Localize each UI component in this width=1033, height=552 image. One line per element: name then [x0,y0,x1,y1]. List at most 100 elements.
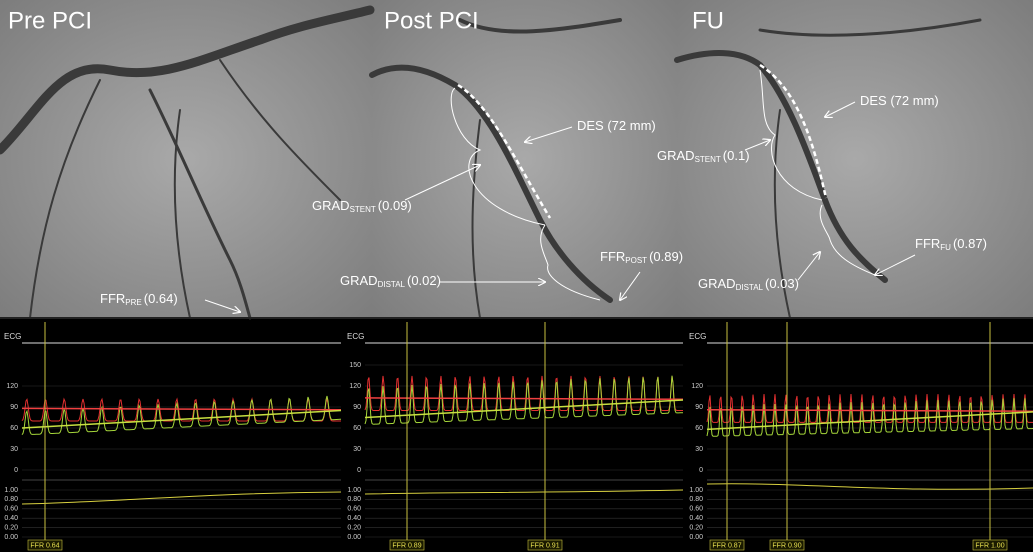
mean-distal [21,409,342,429]
stent-markers [457,63,828,219]
annotation: DES (72 mm) [577,118,656,133]
arrow [744,140,770,151]
annotation-label: GRAD [312,198,350,213]
annotation-subscript: DISTAL [736,283,764,292]
ffr-tick: 0.40 [4,515,18,522]
annotation-subscript: STENT [695,155,721,164]
arrow [875,254,916,275]
tracing-panel: ECG 120 90 60 30 0 1.00 0.80 0.60 0.40 0.20 0.00 FFR… [685,320,1033,552]
annotation-value: (0.89) [649,249,683,264]
distal-pressure [706,398,1033,437]
arrow [797,252,820,281]
tracing-bg [343,320,683,552]
annotation: GRADSTENT (0.1) [657,148,750,164]
annotation-value: (0.02) [407,273,441,288]
mean-aortic [706,409,1033,412]
ffr-tick: 0.00 [347,534,361,541]
pressure-tick: 30 [353,446,361,453]
mean-aortic [364,397,684,401]
ffr-tick: 0.20 [347,524,361,531]
arrow [204,299,240,312]
ffr-tick: 0.00 [4,534,18,541]
panel-title: Pre PCI [8,7,92,34]
ffr-tick: 0.40 [347,515,361,522]
angiogram-post [372,0,677,318]
marker-label: FFR 0.90 [772,542,801,549]
annotation-subscript: PRE [125,298,141,307]
pressure-tick: 60 [10,425,18,432]
pressure-tick: 90 [10,404,18,411]
ffr-tick: 1.00 [347,487,361,494]
annotation-subscript: POST [625,256,647,265]
arrow [525,126,573,142]
mean-aortic [21,407,342,411]
arrow [620,271,641,300]
marker-label: FFR 1.00 [975,542,1004,549]
marker-box [972,539,1008,551]
pressure-tick: 90 [353,404,361,411]
annotation: GRADDISTAL (0.03) [698,276,799,292]
ffr-trace [364,489,684,495]
pressure-tick: 0 [699,467,703,474]
marker-box [527,539,563,551]
tracing-bg [0,320,341,552]
annotation: FFRPRE (0.64) [100,291,178,307]
pressure-tick: 0 [357,467,361,474]
marker-box [769,539,805,551]
annotation-subscript: FU [940,243,951,252]
annotation-value: (0.09) [378,198,412,213]
panel-title: Post PCI [384,7,479,34]
marker-label: FFR 0.91 [530,542,559,549]
annotation-label: FFR [915,236,940,251]
marker-box [389,539,425,551]
annotation: FFRFU (0.87) [915,236,987,252]
ecg-label: ECG [4,332,21,341]
annotation-value: (0.87) [953,236,987,251]
annotation-label: FFR [600,249,625,264]
ffr-tick: 0.80 [689,496,703,503]
ffr-tick: 0.20 [4,524,18,531]
ffr-trace [706,483,1033,490]
pressure-tick: 30 [695,446,703,453]
angiogram-pre [0,0,372,318]
ffr-tick: 0.60 [689,506,703,513]
pressure-tick: 120 [6,383,18,390]
tracing-bg [685,320,1033,552]
ecg-label: ECG [689,332,706,341]
annotation-value: (0.64) [144,291,178,306]
mean-distal [706,411,1033,431]
annotation-label: DES (72 mm) [860,93,939,108]
pressure-tick: 30 [10,446,18,453]
pressure-tick: 60 [695,425,703,432]
tracing-panel: ECG 150 120 90 60 30 0 1.00 0.80 0.60 0.40 0.20 0.00… [343,320,684,552]
aortic-pressure [706,394,1033,423]
panel-title: FU [692,7,724,34]
pressure-tick: 120 [691,383,703,390]
marker-box [27,539,63,551]
pressure-tick: 0 [14,467,18,474]
annotation: FFRPOST (0.89) [600,249,683,265]
marker-box [709,539,745,551]
pressure-tick: 150 [349,362,361,369]
arrow [404,165,480,201]
marker-label: FFR 0.64 [30,542,59,549]
annotation: GRADDISTAL (0.02) [340,273,441,289]
ffr-tick: 1.00 [4,487,18,494]
annotation: GRADSTENT (0.09) [312,198,412,214]
mean-distal [364,399,684,419]
annotation-subscript: DISTAL [378,280,406,289]
ffr-trace [21,491,342,505]
pressure-tick: 60 [353,425,361,432]
tracing-panel: ECG 120 90 60 30 0 1.00 0.80 0.60 0.40 0.20 0.00 FFR… [0,320,342,552]
ffr-tick: 0.80 [4,496,18,503]
distal-pressure [21,395,341,435]
pressure-tick: 90 [695,404,703,411]
ffr-tick: 0.60 [347,506,361,513]
annotation-value: (0.1) [723,148,750,163]
ffr-tick: 1.00 [689,487,703,494]
ffr-tick: 0.20 [689,524,703,531]
pressure-tick: 120 [349,383,361,390]
distal-pressure [364,375,684,425]
braces [450,69,876,301]
annotation-value: (0.03) [765,276,799,291]
